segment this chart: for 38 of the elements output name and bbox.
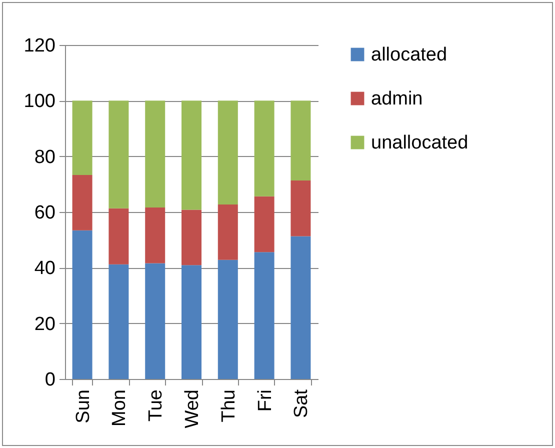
bar [218,204,238,260]
bar [254,252,274,379]
bar [145,100,166,208]
bar [72,230,92,379]
y-tick-label: 40 [34,258,56,280]
y-tick-label: 0 [44,370,56,390]
y-tick-label: 20 [34,314,56,335]
x-tick-label: Tue [146,390,167,422]
bar [182,100,202,210]
bar [72,100,92,175]
bar [145,208,166,264]
legend-label: allocated [371,44,448,66]
y-tick-label: 80 [34,146,56,168]
bar [182,265,202,379]
bar [72,174,92,230]
x-tick-label: Sun [72,390,94,424]
bar [290,180,311,236]
bar [108,208,129,264]
bar [290,100,311,181]
x-tick-label: Fri [254,390,276,412]
bar [254,196,274,252]
bar [108,264,129,379]
bar [254,100,274,196]
x-tick-label: Wed [182,390,203,428]
bar [218,100,238,204]
bar [182,210,202,266]
x-tick-label: Sat [291,388,312,418]
legend-label: admin [371,88,423,110]
bar [290,236,311,379]
y-tick-label: 100 [24,91,56,112]
y-tick-label: 120 [24,36,56,56]
x-tick-label: Mon [109,390,130,426]
legend-label: unallocated [371,132,468,154]
y-tick-label: 60 [34,202,56,224]
x-tick-label: Thu [218,390,240,422]
bar [108,100,129,208]
bar [145,263,166,379]
bar [218,260,238,379]
